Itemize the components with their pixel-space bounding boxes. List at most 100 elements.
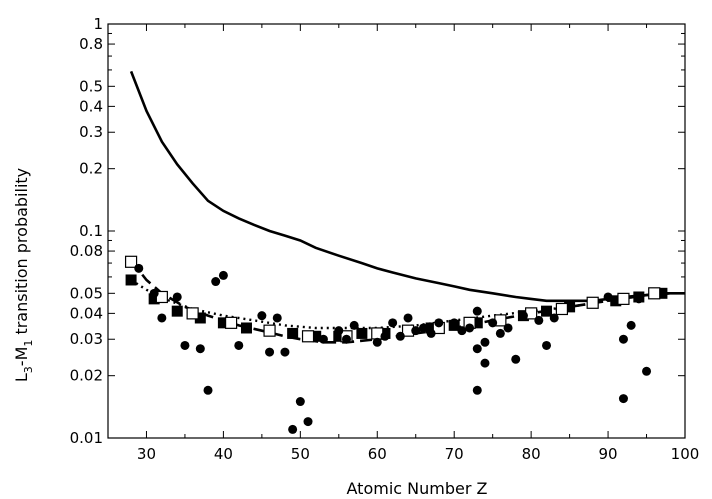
data-point-filled-square (310, 330, 322, 342)
data-point-circle (618, 334, 628, 344)
data-point-circle (157, 313, 167, 323)
data-point-circle (418, 323, 428, 333)
data-point-circle (472, 344, 482, 354)
data-point-circle (480, 358, 490, 368)
data-point-filled-square (148, 293, 160, 305)
data-point-circle (426, 328, 436, 338)
data-point-filled-square (610, 295, 622, 307)
data-point-filled-square (217, 317, 229, 329)
data-point-circle (411, 326, 421, 336)
data-point-circle (288, 424, 298, 434)
y-tick-label: 0.4 (79, 97, 103, 115)
axes: 30 40 50 60 70 80 90 100 1 0.8 0.5 0.4 0.3 0.2 0.1 0.08… (70, 15, 700, 463)
y-tick-label: 0.03 (70, 330, 103, 348)
data-point-circle (642, 366, 652, 376)
data-point-circle (534, 315, 544, 325)
data-point-circle (218, 270, 228, 280)
data-point-circle (318, 334, 328, 344)
data-point-circle (626, 320, 636, 330)
data-point-circle (434, 318, 444, 328)
y-tick-label: 0.1 (79, 222, 103, 240)
data-point-filled-square (194, 312, 206, 324)
data-point-circle (457, 326, 467, 336)
y-axis-title: L3-M1 transition probability (12, 168, 35, 382)
data-point-circle (303, 417, 313, 427)
y-tick-label: 0.02 (70, 367, 103, 385)
data-point-circle (380, 331, 390, 341)
series-open-square (124, 255, 661, 343)
data-point-open-square (586, 296, 599, 309)
data-point-filled-square (333, 330, 345, 342)
y-axis-title-sub1: 3 (22, 366, 35, 373)
data-point-circle (334, 326, 344, 336)
y-tick-label: 0.01 (70, 429, 103, 447)
data-point-circle (349, 320, 359, 330)
data-point-circle (549, 313, 559, 323)
y-tick-label: 0.5 (79, 77, 103, 95)
x-tick-label: 100 (671, 445, 700, 463)
data-point-open-square (648, 287, 661, 300)
data-point-circle (603, 292, 613, 302)
y-tick-label: 0.08 (70, 242, 103, 260)
data-point-circle (518, 311, 528, 321)
y-tick-label: 0.3 (79, 123, 103, 141)
data-point-circle (180, 340, 190, 350)
solid-line (129, 70, 685, 303)
y-axis-title-rest: transition probability (12, 168, 31, 340)
data-point-circle (618, 394, 628, 404)
data-point-circle (488, 318, 498, 328)
y-axis-title-base: L (12, 373, 31, 382)
data-point-circle (172, 292, 182, 302)
data-point-circle (372, 337, 382, 347)
x-tick-label: 60 (368, 445, 387, 463)
data-point-filled-square (656, 287, 668, 299)
data-point-circle (203, 385, 213, 395)
data-point-circle (234, 340, 244, 350)
data-point-circle (495, 328, 505, 338)
data-point-circle (134, 263, 144, 273)
x-tick-label: 50 (291, 445, 310, 463)
data-point-circle (480, 337, 490, 347)
series-filled-circle (134, 263, 652, 434)
data-point-circle (465, 323, 475, 333)
data-point-open-square (186, 307, 199, 320)
series-filled-square (125, 274, 668, 342)
data-point-open-square (263, 324, 276, 337)
plot-frame (107, 23, 686, 439)
data-point-circle (472, 306, 482, 316)
data-point-circle (265, 347, 275, 357)
data-point-filled-square (541, 305, 553, 317)
data-point-circle (341, 334, 351, 344)
x-tick-label: 80 (522, 445, 541, 463)
data-point-circle (357, 328, 367, 338)
data-point-circle (149, 288, 159, 298)
y-tick-label: 0.8 (79, 35, 103, 53)
x-axis-title: Atomic Number Z (347, 479, 488, 498)
data-point-circle (272, 313, 282, 323)
series-solid-line (129, 70, 685, 303)
data-point-circle (395, 331, 405, 341)
data-point-filled-square (564, 301, 576, 313)
data-point-open-square (555, 302, 569, 316)
y-axis-title-sub2: 1 (22, 340, 35, 347)
y-tick-label: 0.05 (70, 284, 103, 302)
data-point-circle (634, 294, 644, 304)
y-tick-label: 1 (93, 15, 103, 33)
data-point-circle (449, 318, 459, 328)
data-point-filled-square (471, 317, 483, 329)
data-point-filled-square (287, 327, 299, 339)
data-point-circle (542, 340, 552, 350)
data-point-circle (257, 311, 267, 321)
data-point-filled-square (125, 274, 137, 286)
y-axis-title-mid: -M (12, 347, 31, 367)
data-point-filled-square (171, 305, 183, 317)
data-point-circle (472, 385, 482, 395)
data-point-open-square (301, 330, 315, 343)
data-point-open-square (124, 255, 138, 268)
data-point-circle (388, 318, 398, 328)
data-point-circle (211, 277, 221, 287)
data-point-circle (403, 313, 413, 323)
x-tick-label: 40 (214, 445, 233, 463)
data-point-circle (295, 397, 305, 407)
